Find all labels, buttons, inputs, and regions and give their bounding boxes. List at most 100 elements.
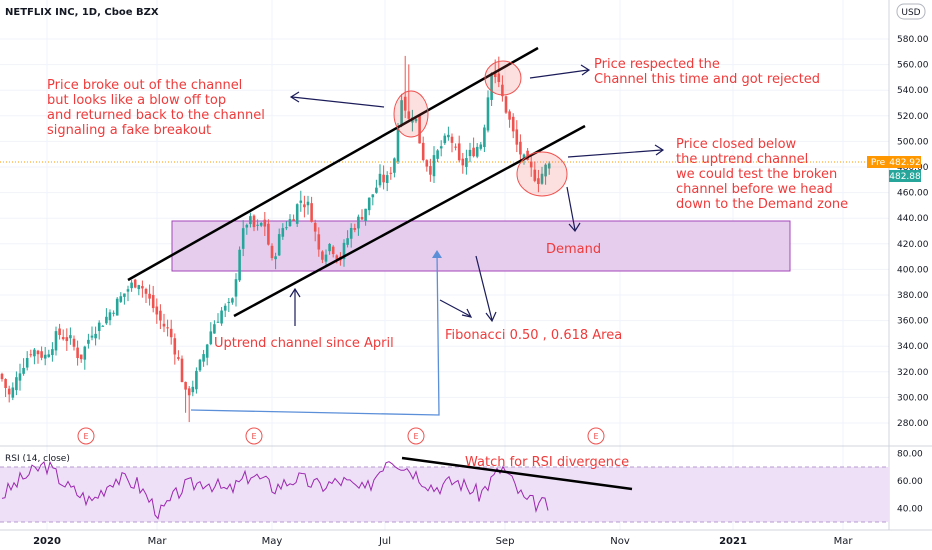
earnings-marker[interactable] bbox=[245, 427, 263, 445]
arrow-respected bbox=[529, 69, 589, 79]
candle-body bbox=[115, 298, 119, 316]
anno-rsi-divergence: Watch for RSI divergence bbox=[465, 455, 629, 470]
candle-body bbox=[213, 324, 216, 334]
candle-body bbox=[148, 293, 151, 299]
candle-body bbox=[465, 158, 468, 167]
rsi-axis[interactable]: 80.00 60.00 40.00 bbox=[897, 449, 923, 514]
candle-body bbox=[54, 331, 58, 351]
candle-body bbox=[11, 387, 15, 398]
rsi-tick-label: 80.00 bbox=[897, 449, 923, 459]
fibonacci-measure-line[interactable] bbox=[190, 251, 440, 416]
candle-body bbox=[205, 344, 209, 358]
pre-tag-label: Pre bbox=[871, 158, 886, 168]
candle-body bbox=[162, 323, 166, 327]
candle-body bbox=[15, 377, 18, 391]
candle-body bbox=[346, 238, 349, 245]
candle-body bbox=[382, 174, 385, 183]
currency-button[interactable] bbox=[896, 3, 926, 20]
rsi-label: RSI (14, close) bbox=[5, 454, 70, 464]
annotation-respected: Price respected the Channel this time an… bbox=[594, 57, 820, 87]
candle-body bbox=[529, 161, 533, 168]
rsi-divergence-line[interactable] bbox=[401, 456, 633, 491]
candle-body bbox=[371, 194, 375, 198]
earnings-marker[interactable] bbox=[407, 427, 425, 445]
candle-body bbox=[133, 279, 137, 288]
candle-body bbox=[472, 147, 475, 157]
arrow-fake-breakout-head bbox=[289, 91, 300, 103]
candle-body bbox=[137, 285, 141, 290]
candle-body bbox=[61, 337, 65, 340]
candle-body bbox=[29, 354, 33, 356]
candle-body bbox=[407, 111, 411, 119]
anno-closed-line-5: down to the Demand zone bbox=[676, 197, 848, 212]
candle-body bbox=[285, 227, 288, 229]
arrow-closed-below-head bbox=[654, 144, 665, 156]
candle-body bbox=[191, 386, 195, 393]
candle-body bbox=[155, 306, 159, 315]
candle-body bbox=[360, 217, 364, 220]
price-tick-label: 380.00 bbox=[897, 291, 929, 301]
earnings-marker-label: E bbox=[413, 432, 418, 441]
candle-body bbox=[184, 381, 187, 390]
candle-body bbox=[331, 246, 335, 255]
price-axis[interactable]: 580.00560.00540.00520.00500.00480.00460.… bbox=[897, 35, 929, 429]
time-tick-label: Sep bbox=[496, 536, 515, 547]
earnings-marker[interactable] bbox=[587, 427, 605, 445]
candle-body bbox=[504, 96, 508, 113]
pre-value: 482.92 bbox=[889, 158, 921, 168]
candle-body bbox=[306, 201, 310, 206]
candle-body bbox=[270, 245, 274, 259]
anno-closed-line-3: we could test the broken bbox=[676, 167, 837, 182]
candle-body bbox=[490, 73, 493, 100]
anno-fake-line-1: Price broke out of the channel bbox=[47, 78, 242, 93]
candle-body bbox=[65, 337, 69, 342]
candle-body bbox=[515, 129, 519, 145]
candle-body bbox=[256, 224, 259, 226]
last-value-badge bbox=[889, 170, 921, 182]
rejection-circle[interactable] bbox=[484, 60, 522, 96]
candle-body bbox=[295, 204, 299, 224]
candle-body bbox=[130, 282, 133, 289]
candle-body bbox=[58, 328, 61, 336]
candle-body bbox=[461, 158, 465, 166]
arrow-fib-1 bbox=[439, 299, 471, 317]
anno-fake-line-3: and returned back to the channel bbox=[47, 108, 265, 123]
price-tick-label: 520.00 bbox=[897, 112, 929, 122]
candle-body bbox=[241, 228, 245, 249]
candle-body bbox=[324, 254, 328, 262]
rsi-line bbox=[1, 460, 549, 520]
candle-body bbox=[90, 335, 94, 338]
arrow-closed-below bbox=[567, 149, 663, 158]
annotation-arrows bbox=[289, 64, 665, 326]
candle-body bbox=[367, 197, 371, 211]
candle-body bbox=[101, 325, 105, 327]
candle-body bbox=[7, 388, 11, 395]
time-tick-label: Nov bbox=[610, 536, 630, 547]
blow-off-top-circle[interactable] bbox=[393, 90, 429, 138]
earnings-marker[interactable] bbox=[77, 427, 95, 445]
candle-body bbox=[79, 354, 83, 360]
price-tick-label: 400.00 bbox=[897, 265, 929, 275]
candle-body bbox=[475, 146, 479, 157]
candle-body bbox=[364, 208, 367, 222]
candle-body bbox=[4, 379, 7, 388]
candle-body bbox=[209, 331, 213, 345]
channel-upper-line[interactable] bbox=[127, 46, 539, 282]
candle-body bbox=[328, 243, 331, 252]
channel-lower-line[interactable] bbox=[233, 124, 586, 318]
anno-closed-line-1: Price closed below bbox=[676, 137, 797, 152]
breakdown-circle[interactable] bbox=[516, 151, 568, 197]
candle-body bbox=[97, 322, 101, 332]
time-axis[interactable]: 2020 Mar May Jul Sep Nov 2021 Mar bbox=[33, 536, 853, 547]
candle-body bbox=[238, 249, 241, 281]
arrow-fib-2 bbox=[475, 255, 493, 321]
candle-body bbox=[234, 279, 238, 297]
pre-tag bbox=[867, 156, 889, 168]
candle-body bbox=[342, 242, 346, 260]
candle-body bbox=[25, 357, 29, 368]
demand-zone[interactable] bbox=[171, 220, 791, 272]
anno-respected-line-1: Price respected the bbox=[594, 57, 720, 72]
candle-body bbox=[259, 222, 263, 226]
